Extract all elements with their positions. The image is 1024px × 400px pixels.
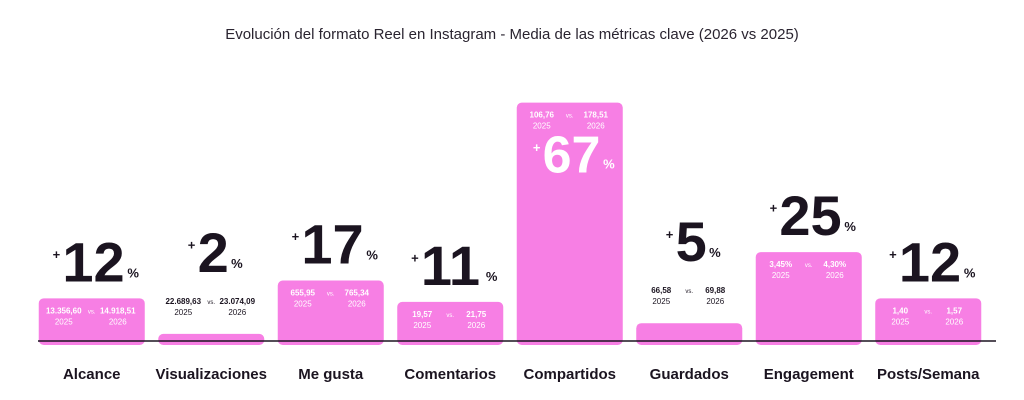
change-number: 2 [198,221,229,284]
change-sign: + [889,247,897,262]
category-label: Posts/Semana [877,366,980,383]
vs-label: vs. [566,114,574,120]
vs-label: vs. [446,313,454,319]
change-number: 12 [899,230,961,293]
year-2025: 2025 [413,321,431,330]
vs-label: vs. [685,289,693,295]
bar [277,280,384,345]
vs-label: vs. [327,292,335,298]
change-sign: + [770,201,778,216]
year-2025: 2025 [294,300,312,309]
change-unit: % [486,269,498,284]
change-unit: % [127,265,139,280]
year-2025: 2025 [772,271,790,280]
value-2025: 66,58 [651,286,672,295]
category-label: Compartidos [523,366,616,383]
year-2026: 2026 [348,300,366,309]
year-2025: 2025 [533,122,551,131]
vs-label: vs. [805,263,813,269]
category-label: Engagement [764,366,854,383]
year-2025: 2025 [652,297,670,306]
change-number: 67 [543,127,601,185]
category-label: Visualizaciones [156,366,267,383]
bar [875,298,982,345]
change-unit: % [964,265,976,280]
change-unit: % [231,256,243,271]
value-2025: 106,76 [530,111,555,120]
year-2026: 2026 [945,317,963,326]
value-2026: 4,30% [823,260,846,269]
value-2025: 3,45% [769,260,792,269]
change-unit: % [366,248,378,263]
value-2025: 13.356,60 [46,306,82,315]
value-2025: 655,95 [291,289,316,298]
change-number: 25 [779,184,841,247]
change-sign: + [411,250,419,265]
value-2026: 1,57 [946,306,962,315]
year-2026: 2026 [706,297,724,306]
year-2025: 2025 [891,317,909,326]
bar [755,252,862,345]
bar [397,301,504,345]
value-2026: 178,51 [584,111,609,120]
bar [516,102,623,346]
change-sign: + [292,229,300,244]
change-sign: + [666,227,674,242]
change-unit: % [603,157,615,172]
chart-title: Evolución del formato Reel en Instagram … [225,26,799,43]
change-unit: % [709,245,721,260]
value-2026: 14.918,51 [100,306,136,315]
bar [158,333,265,345]
value-2026: 765,34 [345,289,370,298]
year-2026: 2026 [587,122,605,131]
year-2026: 2026 [826,271,844,280]
year-2026: 2026 [228,308,246,317]
change-number: 12 [62,230,124,293]
year-2026: 2026 [467,321,485,330]
category-label: Alcance [63,366,121,383]
change-sign: + [53,247,61,262]
bar [636,323,743,345]
change-sign: + [533,140,541,155]
change-number: 17 [301,213,363,276]
vs-label: vs. [207,300,215,306]
value-2025: 1,40 [892,306,908,315]
change-number: 11 [421,234,480,297]
year-2025: 2025 [174,308,192,317]
value-2026: 21,75 [466,310,487,319]
vs-label: vs. [88,309,96,315]
value-2025: 19,57 [412,310,433,319]
year-2026: 2026 [109,317,127,326]
change-sign: + [188,237,196,252]
category-label: Guardados [650,366,729,383]
year-2025: 2025 [55,317,73,326]
vs-label: vs. [924,309,932,315]
value-2026: 69,88 [705,286,726,295]
bar [38,298,145,345]
value-2026: 23.074,09 [219,297,255,306]
change-unit: % [844,219,856,234]
change-number: 5 [676,210,707,273]
value-2025: 22.689,63 [165,297,201,306]
category-label: Comentarios [404,366,496,383]
category-label: Me gusta [298,366,364,383]
